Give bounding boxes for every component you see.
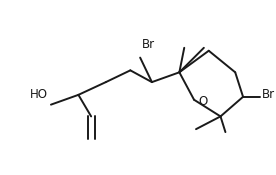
Text: O: O: [198, 95, 207, 108]
Text: HO: HO: [30, 88, 47, 101]
Text: Br: Br: [262, 88, 275, 101]
Text: Br: Br: [142, 38, 155, 51]
